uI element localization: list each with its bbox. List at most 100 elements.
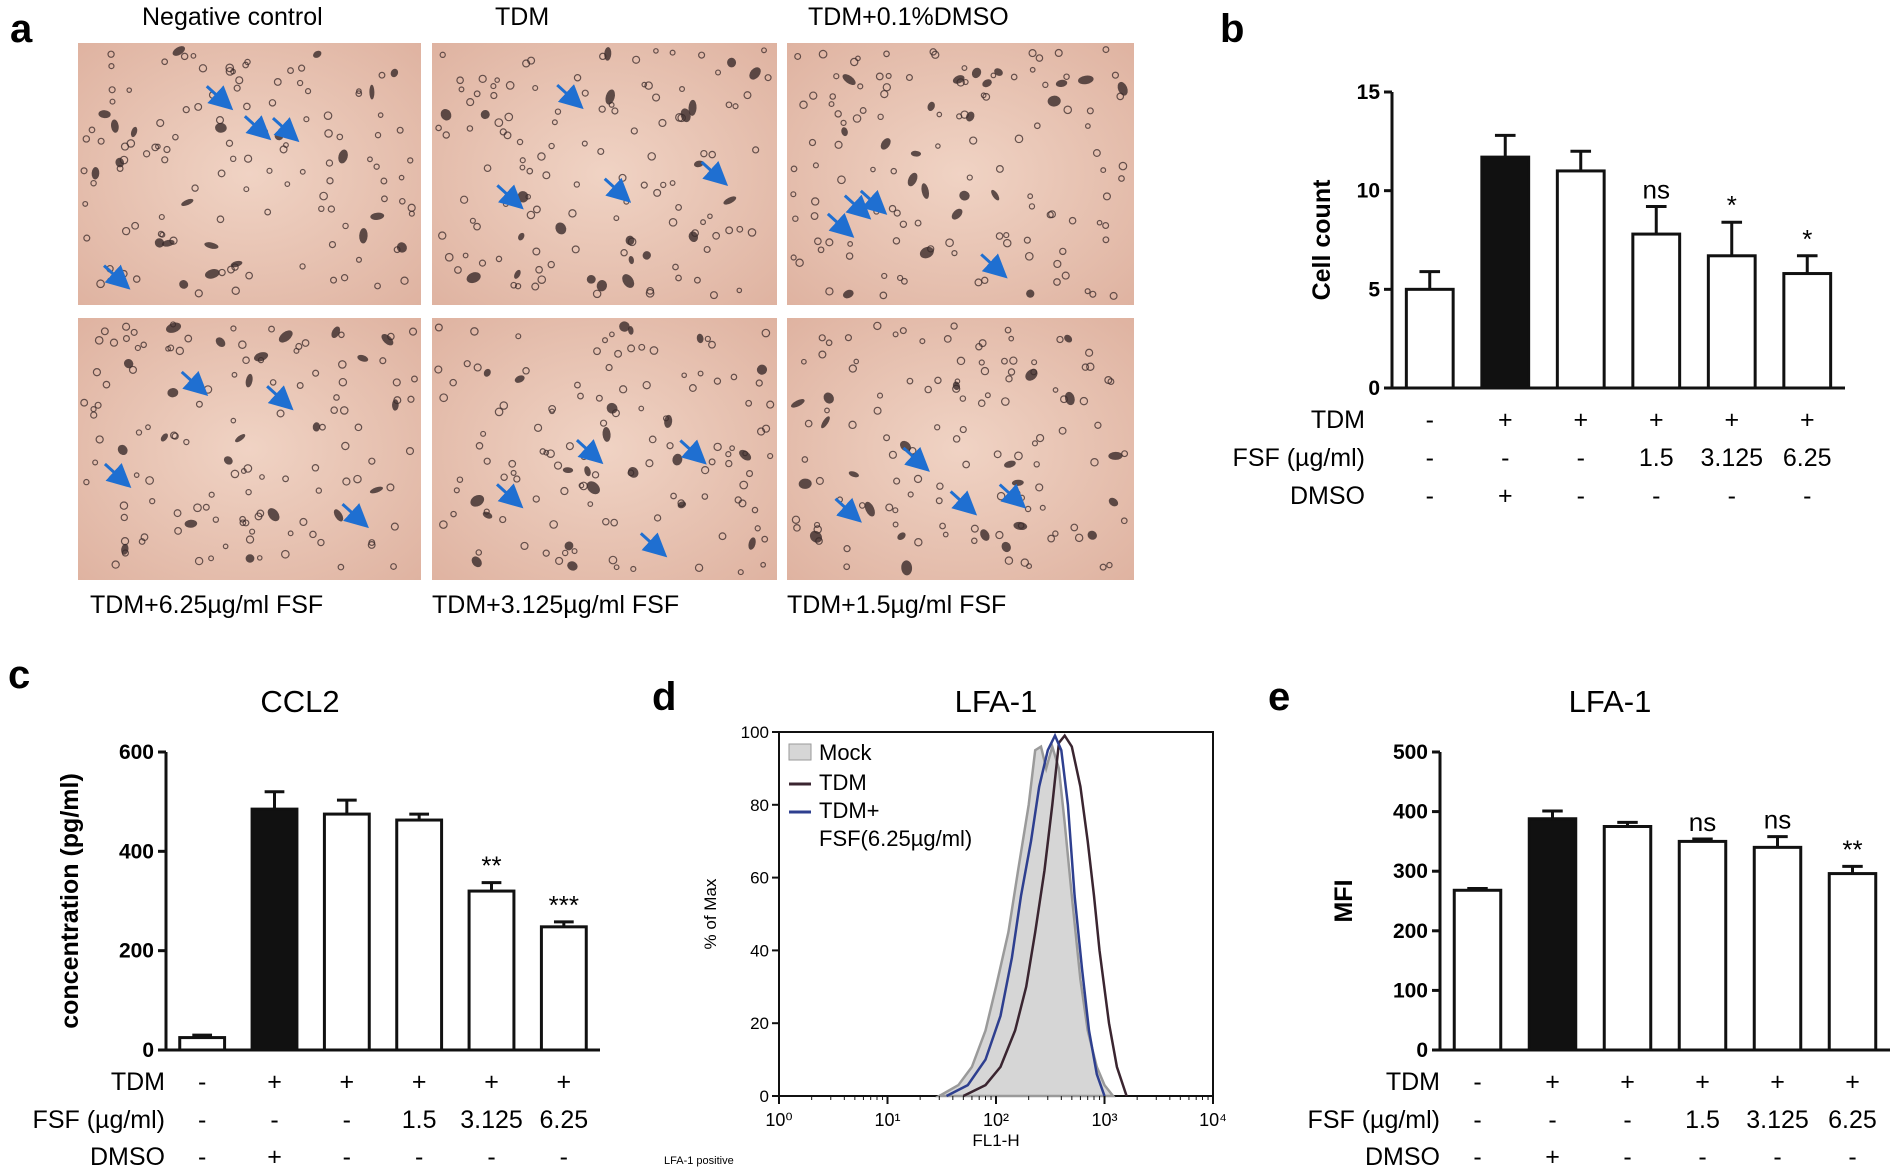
cell-dot (145, 476, 154, 485)
cell-dot (161, 156, 169, 164)
cell-dot (1086, 107, 1094, 115)
y-axis-label: % of Max (701, 878, 720, 949)
cell-dot (96, 279, 105, 289)
cell-dot (844, 334, 852, 342)
cell-dot (547, 260, 555, 269)
caption-tdm-dmso: TDM+0.1%DMSO (808, 3, 1009, 31)
cell-dot (543, 449, 550, 456)
stained-cell (959, 190, 970, 201)
cell-dot (824, 407, 830, 414)
cell-dot (318, 205, 325, 213)
cell-dot (303, 116, 310, 123)
stained-cell (564, 541, 574, 551)
cell-dot (952, 435, 961, 443)
panel-label-c: c (8, 653, 30, 697)
cell-dot (801, 456, 809, 463)
cell-dot (1109, 291, 1118, 300)
stained-cell (919, 246, 934, 259)
cell-dot (610, 518, 619, 527)
stained-cell (223, 456, 233, 465)
cell-dot (532, 205, 541, 214)
stained-cell (357, 354, 369, 362)
cell-dot (893, 477, 901, 485)
condition-value: + (267, 1143, 282, 1170)
y-tick-label: 600 (119, 741, 154, 764)
bar-6 (1827, 872, 1878, 1052)
cell-dot (254, 512, 263, 521)
chart-title: LFA-1 (955, 684, 1038, 719)
cell-dot (522, 367, 530, 375)
cell-dot (761, 535, 769, 543)
cell-dot (840, 119, 847, 127)
stained-cell (390, 68, 399, 78)
bar-2 (250, 807, 299, 1052)
stained-cell (951, 208, 963, 220)
cell-dot (242, 61, 250, 69)
bar-1 (178, 1036, 227, 1052)
cell-dot (354, 423, 363, 432)
cell-dot (993, 450, 1002, 459)
cell-dot (561, 549, 569, 557)
cell-dot (194, 289, 203, 298)
stained-cell (166, 322, 182, 333)
cell-dot (745, 399, 753, 407)
condition-value: - (1803, 482, 1811, 510)
cell-dot (736, 287, 743, 294)
cell-dot (340, 274, 349, 282)
stained-cell (369, 84, 375, 100)
condition-value: - (1652, 482, 1660, 510)
cell-dot (571, 548, 578, 555)
cell-dot (1061, 271, 1070, 280)
cell-dot (905, 74, 913, 82)
condition-value: + (1498, 482, 1513, 510)
condition-value: + (1649, 406, 1664, 434)
cell-dot (571, 245, 580, 254)
condition-value: + (267, 1068, 282, 1096)
cell-dot (182, 106, 190, 114)
cell-dot (411, 375, 418, 383)
cell-dot (736, 225, 744, 233)
condition-row-label: DMSO (1290, 482, 1365, 510)
cell-dot (138, 538, 146, 545)
y-axis-label: Cell count (1308, 179, 1336, 301)
panel-label-b: b (1220, 7, 1244, 51)
cell-dot (694, 563, 704, 573)
cell-dot (825, 238, 834, 247)
stained-cell (809, 530, 823, 543)
cell-dot (155, 143, 161, 150)
cell-dot (438, 231, 447, 240)
cell-dot (799, 100, 808, 110)
cell-dot (537, 152, 546, 161)
condition-value: + (1724, 406, 1739, 434)
cell-dot (713, 377, 722, 385)
cell-dot (587, 501, 594, 507)
cell-dot (581, 140, 588, 147)
y-tick-label: 60 (750, 869, 769, 888)
significance-label: ** (481, 851, 501, 881)
cell-dot (766, 400, 775, 409)
cell-dot (850, 57, 859, 67)
stained-cell (154, 238, 165, 248)
cell-dot (95, 435, 104, 444)
cell-dot (296, 79, 304, 87)
blue-arrow (205, 85, 234, 111)
condition-value: - (1426, 406, 1434, 434)
cell-dot (368, 457, 376, 465)
cell-dot (519, 164, 526, 171)
blue-arrow (700, 160, 729, 186)
cell-dot (980, 92, 987, 99)
panel-label-d: d (652, 675, 676, 719)
significance-label: ns (1689, 807, 1716, 837)
stained-cell (842, 289, 854, 299)
condition-value: 6.25 (539, 1106, 588, 1134)
condition-value: - (1473, 1068, 1481, 1096)
condition-value: + (1545, 1143, 1560, 1170)
cell-dot (672, 263, 679, 271)
blue-arrow (103, 462, 132, 489)
cell-dot (157, 230, 165, 238)
condition-value: - (1728, 482, 1736, 510)
cell-dot (172, 133, 179, 141)
cell-dot (790, 191, 797, 198)
stained-cell (254, 352, 269, 362)
cell-dot (439, 393, 449, 403)
